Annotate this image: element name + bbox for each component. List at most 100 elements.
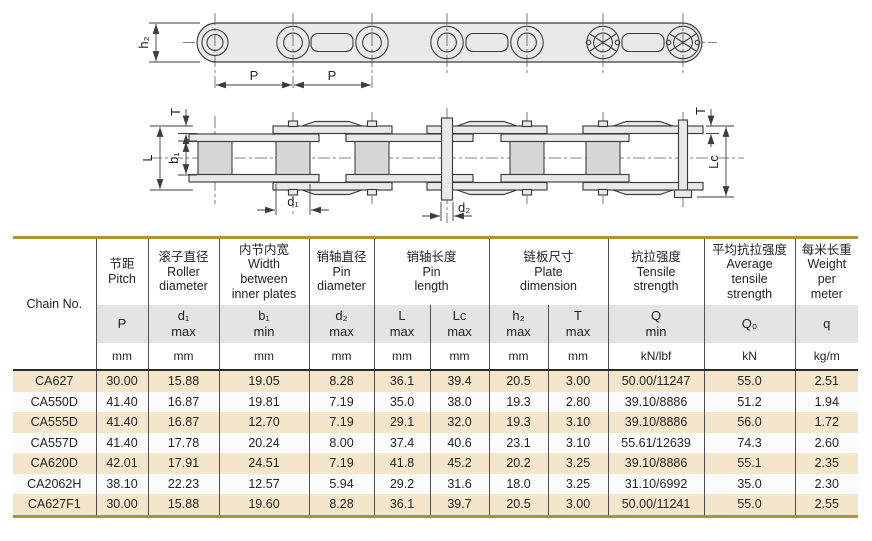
unit: mm (373, 343, 430, 371)
dim-label-l: L (140, 154, 155, 161)
spec-value: 30.00 (95, 494, 148, 516)
spec-value: 16.87 (147, 391, 219, 412)
spec-value: 55.0 (703, 370, 796, 392)
spec-value: 29.1 (373, 412, 430, 433)
dim-label-p-left: P (250, 68, 259, 83)
group-plate-dimension: 链板尺寸 Plate dimension (488, 237, 609, 305)
spec-value: 3.25 (547, 473, 609, 494)
spec-value: 40.6 (429, 432, 490, 453)
table-row: CA555D 41.40 16.87 12.70 7.19 29.1 32.0 … (13, 412, 859, 433)
spec-value: 32.0 (429, 412, 490, 433)
spec-value: 1.72 (794, 412, 859, 433)
spec-value: 39.10/8886 (607, 412, 705, 433)
group-pin-length: 销轴长度 Pin length (373, 237, 490, 305)
spec-value: 20.5 (488, 370, 549, 392)
spec-value: 19.60 (218, 494, 309, 516)
dim-label-t-right: T (693, 107, 708, 115)
group-inner-width: 内节内宽 Width between inner plates (218, 237, 309, 305)
unit: kg/m (794, 343, 859, 371)
spec-value: 30.00 (95, 370, 148, 392)
chain-plan-view: L b₁ T d₁ (140, 107, 744, 223)
dim-label-p-right: P (328, 68, 337, 83)
spec-value: 39.7 (429, 494, 490, 516)
spec-value: 17.91 (147, 453, 219, 474)
chain-no-header: Chain No. (13, 237, 96, 371)
spec-value: 5.94 (308, 473, 374, 494)
spec-value: 31.6 (429, 473, 490, 494)
group-weight-per-meter: 每米长重 Weight per meter (794, 237, 859, 305)
spec-value: 45.2 (429, 453, 490, 474)
chain-no: CA557D (13, 432, 96, 453)
spec-value: 19.05 (218, 370, 309, 392)
spec-value: 16.87 (147, 412, 219, 433)
symbol-h2-max: h₂ max (488, 305, 549, 343)
spec-value: 39.10/8886 (607, 391, 705, 412)
unit: kN/lbf (607, 343, 705, 371)
spec-value: 41.40 (95, 432, 148, 453)
spec-value: 35.0 (373, 391, 430, 412)
spec-value: 29.2 (373, 473, 430, 494)
chain-no: CA550D (13, 391, 96, 412)
spec-value: 41.40 (95, 412, 148, 433)
spec-value: 55.61/12639 (607, 432, 705, 453)
table-row: CA627F1 30.00 15.88 19.60 8.28 36.1 39.7… (13, 494, 859, 516)
unit: mm (95, 343, 148, 371)
spec-value: 8.28 (308, 370, 374, 392)
spec-value: 24.51 (218, 453, 309, 474)
chain-no: CA627F1 (13, 494, 96, 516)
table-row: CA2062H 38.10 22.23 12.57 5.94 29.2 31.6… (13, 473, 859, 494)
group-pin-diameter: 销轴直径 Pin diameter (308, 237, 374, 305)
spec-value: 20.5 (488, 494, 549, 516)
spec-value: 42.01 (95, 453, 148, 474)
header-units-row: mm mm mm mm mm mm mm mm kN/lbf kN kg/m (13, 343, 859, 371)
spec-value: 36.1 (373, 494, 430, 516)
spec-value: 15.88 (147, 494, 219, 516)
symbol-q-min: Q min (607, 305, 705, 343)
spec-value: 3.10 (547, 432, 609, 453)
symbol-b1-min: b₁ min (218, 305, 309, 343)
unit: mm (147, 343, 219, 371)
table-row: CA550D 41.40 16.87 19.81 7.19 35.0 38.0 … (13, 391, 859, 412)
spec-value: 2.35 (794, 453, 859, 474)
symbol-q0: Q₀ (703, 305, 796, 343)
spec-value: 2.60 (794, 432, 859, 453)
dim-label-h2: h₂ (136, 36, 151, 48)
spec-value: 7.19 (308, 412, 374, 433)
chain-technical-drawing: h₂ P P (136, 13, 744, 223)
chain-side-view: h₂ P P (136, 13, 717, 90)
spec-table-container: Chain No. 节距 Pitch 滚子直径 Roller diameter … (13, 236, 859, 518)
spec-value: 55.0 (703, 494, 796, 516)
unit: mm (218, 343, 309, 371)
spec-value: 20.2 (488, 453, 549, 474)
spec-value: 19.3 (488, 391, 549, 412)
chain-no: CA555D (13, 412, 96, 433)
spec-value: 41.8 (373, 453, 430, 474)
spec-value: 38.10 (95, 473, 148, 494)
spec-value: 22.23 (147, 473, 219, 494)
spec-value: 2.55 (794, 494, 859, 516)
spec-value: 41.40 (95, 391, 148, 412)
spec-value: 7.19 (308, 391, 374, 412)
chain-no: CA627 (13, 370, 96, 392)
spec-value: 56.0 (703, 412, 796, 433)
spec-value: 39.4 (429, 370, 490, 392)
spec-value: 37.4 (373, 432, 430, 453)
chain-no: CA620D (13, 453, 96, 474)
symbol-q: q (794, 305, 859, 343)
dim-label-d1: d₁ (287, 194, 299, 209)
spec-value: 55.1 (703, 453, 796, 474)
spec-value: 50.00/11241 (607, 494, 705, 516)
dim-label-b1: b₁ (166, 152, 181, 164)
dim-label-t-left: T (168, 108, 183, 116)
spec-value: 3.10 (547, 412, 609, 433)
spec-value: 74.3 (703, 432, 796, 453)
spec-value: 15.88 (147, 370, 219, 392)
unit: mm (488, 343, 549, 371)
symbol-d1-max: d₁ max (147, 305, 219, 343)
spec-value: 12.57 (218, 473, 309, 494)
spec-value: 51.2 (703, 391, 796, 412)
group-avg-tensile-strength: 平均抗拉强度 Average tensile strength (703, 237, 796, 305)
spec-value: 8.00 (308, 432, 374, 453)
spec-value: 17.78 (147, 432, 219, 453)
spec-value: 8.28 (308, 494, 374, 516)
